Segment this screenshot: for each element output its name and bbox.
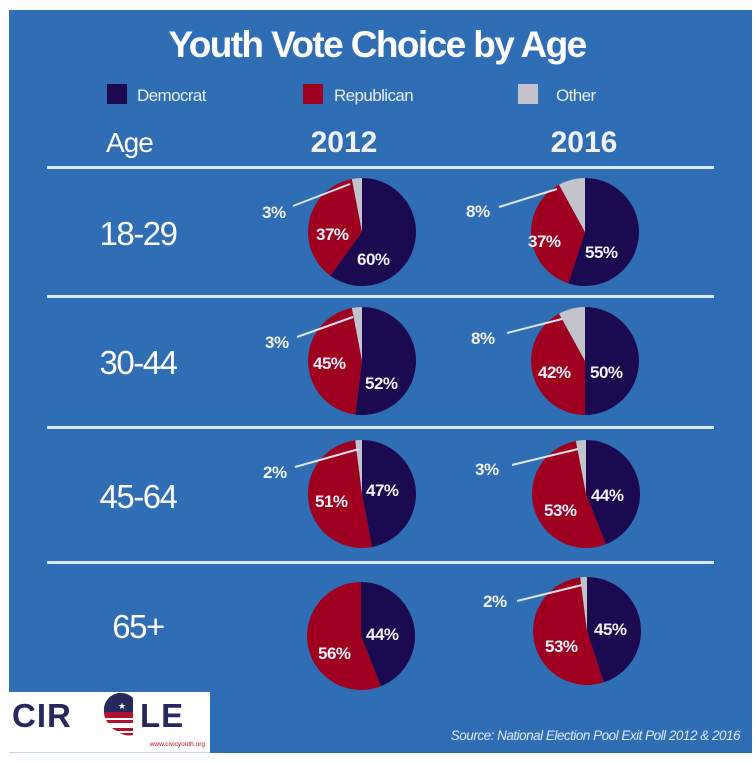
label-45-64-2012-other: 2%	[263, 463, 287, 482]
circle-logo-mark: CIR ★ LE www.civicyouth.org	[12, 692, 206, 748]
pie-slice-democrat	[330, 178, 416, 286]
label-18-29-2016-republican: 37%	[528, 232, 561, 251]
pie-slice-other	[558, 307, 585, 361]
label-30-44-2016-democrat: 50%	[590, 363, 623, 382]
legend-label-republican: Republican	[334, 86, 413, 105]
pie-slice-republican	[530, 184, 585, 284]
source-note: Source: National Election Pool Exit Poll…	[451, 728, 741, 743]
pie-18-29-2012	[308, 178, 416, 286]
age-labels: 18-29 30-44 45-64 65+	[100, 215, 180, 645]
star-icon: ★	[118, 702, 126, 712]
leader-line-30-44-2016	[506, 318, 563, 334]
legend-label-other: Other	[556, 86, 596, 105]
separator-line	[47, 426, 714, 429]
logo-text-le: LE	[140, 697, 184, 734]
label-30-44-2012-republican: 45%	[313, 354, 346, 373]
separator-line	[47, 166, 714, 169]
pie-45-64-2012	[307, 440, 416, 549]
pie-slice-republican	[531, 440, 606, 549]
pie-slice-democrat	[587, 577, 642, 683]
label-45-64-2012-democrat: 47%	[366, 481, 399, 500]
leader-line-45-64-2012	[294, 448, 360, 468]
pie-slice-democrat	[362, 440, 416, 548]
label-65-plus-2012-democrat: 44%	[366, 625, 399, 644]
label-18-29-2012-republican: 37%	[316, 225, 349, 244]
pie-45-64-2016	[531, 440, 641, 549]
leader-line-65-plus-2016	[516, 584, 583, 602]
logo-text-cir: CIR	[12, 697, 72, 734]
pie-slice-other	[355, 440, 362, 494]
label-45-64-2016-democrat: 44%	[591, 486, 624, 505]
pie-slice-other	[558, 178, 585, 232]
label-45-64-2016-republican: 53%	[544, 501, 577, 520]
separators	[47, 166, 714, 564]
pie-slice-other	[351, 178, 362, 232]
leader-line-18-29-2016	[498, 188, 558, 208]
pie-slice-democrat	[585, 307, 639, 415]
pie-30-44-2016	[531, 307, 639, 415]
label-30-44-2012-other: 3%	[265, 333, 289, 352]
leader-lines	[292, 183, 583, 602]
separator-line	[47, 561, 714, 564]
year-header-2016: 2016	[551, 126, 618, 159]
pie-slice-other	[575, 440, 586, 494]
leader-line-45-64-2016	[511, 448, 579, 466]
label-18-29-2016-other: 8%	[466, 202, 490, 221]
label-30-44-2012-democrat: 52%	[365, 374, 398, 393]
label-30-44-2016-other: 8%	[471, 329, 495, 348]
label-18-29-2016-democrat: 55%	[585, 243, 618, 262]
leader-line-30-44-2012	[296, 316, 354, 338]
pie-slice-democrat	[568, 178, 639, 287]
percent-labels: 3% 37% 60% 8% 37% 55% 3% 45% 52% 8% 42% …	[262, 202, 627, 663]
age-label-65-plus: 65+	[112, 608, 164, 645]
pie-30-44-2012	[308, 307, 417, 416]
age-label-18-29: 18-29	[100, 215, 177, 252]
leader-line-18-29-2012	[292, 183, 351, 207]
label-45-64-2012-republican: 51%	[315, 492, 348, 511]
flag-c-icon: ★	[103, 692, 133, 736]
label-18-29-2012-democrat: 60%	[357, 250, 390, 269]
separator-line	[47, 295, 714, 298]
label-30-44-2016-republican: 42%	[538, 363, 571, 382]
label-65-plus-2016-other: 2%	[483, 592, 507, 611]
pie-slice-democrat	[355, 307, 417, 416]
chart-title: Youth Vote Choice by Age	[168, 24, 586, 65]
age-label-45-64: 45-64	[100, 478, 178, 515]
pie-slice-other	[580, 577, 587, 631]
logo-url: www.civicyouth.org	[149, 741, 206, 748]
legend-label-democrat: Democrat	[137, 86, 207, 105]
year-header-2012: 2012	[311, 126, 378, 159]
legend-swatch-democrat	[107, 84, 127, 104]
pie-65-plus-2012	[307, 582, 416, 690]
age-label-30-44: 30-44	[100, 344, 178, 381]
pie-slice-republican	[307, 582, 381, 690]
pie-65-plus-2016	[533, 577, 642, 686]
pie-slice-republican	[308, 307, 362, 415]
legend-swatch-republican	[303, 84, 323, 104]
pie-slice-other	[351, 307, 362, 361]
circle-logo: CIR ★ LE www.civicyouth.org	[9, 692, 210, 753]
label-45-64-2016-other: 3%	[475, 460, 499, 479]
pie-slice-republican	[533, 577, 604, 686]
pie-slice-republican	[307, 440, 373, 549]
pie-18-29-2016	[530, 178, 639, 287]
pie-slice-democrat	[361, 582, 416, 687]
legend: Democrat Republican Other	[107, 84, 597, 105]
label-65-plus-2016-democrat: 45%	[594, 620, 627, 639]
pie-slice-republican	[308, 178, 362, 276]
label-65-plus-2012-republican: 56%	[318, 644, 351, 663]
legend-swatch-other	[518, 84, 538, 104]
pie-slice-republican	[531, 313, 585, 415]
pie-slice-democrat	[586, 440, 641, 545]
label-18-29-2012-other: 3%	[262, 203, 286, 222]
age-column-header: Age	[106, 127, 153, 158]
label-65-plus-2016-republican: 53%	[545, 637, 578, 656]
